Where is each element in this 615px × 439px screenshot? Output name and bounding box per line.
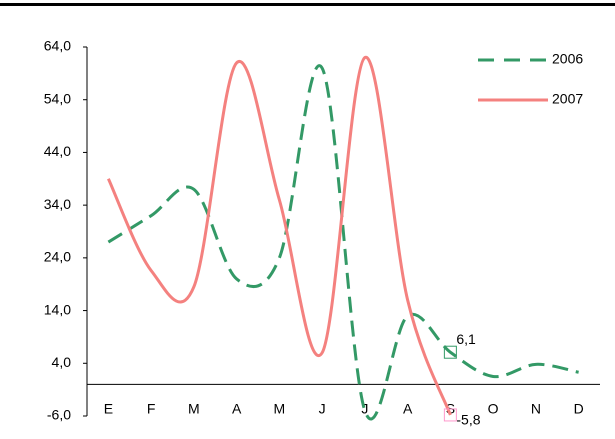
top-rule [0, 3, 615, 6]
series-line [107, 64, 579, 421]
y-tick-label: 44,0 [44, 143, 71, 159]
series-line [107, 56, 452, 416]
x-tick-label: F [147, 401, 156, 417]
x-tick-label: J [319, 401, 326, 417]
x-tick-label: M [274, 401, 286, 417]
x-tick-label: D [574, 401, 584, 417]
legend-label: 2007 [552, 91, 583, 107]
point-marker [443, 345, 457, 359]
x-tick-label: N [531, 401, 541, 417]
legend-label: 2006 [552, 51, 583, 67]
x-tick-label: A [403, 401, 413, 417]
y-tick-label: 24,0 [44, 249, 71, 265]
y-tick-label: 54,0 [44, 90, 71, 106]
y-tick-label: 34,0 [44, 196, 71, 212]
data-label: -5,8 [456, 412, 480, 428]
y-tick-label: -6,0 [47, 407, 71, 423]
x-tick-label: O [488, 401, 499, 417]
data-label: 6,1 [456, 331, 476, 347]
y-tick-label: 14,0 [44, 301, 71, 317]
y-tick-label: 4,0 [52, 354, 72, 370]
x-tick-label: J [361, 401, 368, 417]
y-tick-label: 64,0 [44, 38, 71, 54]
x-tick-label: E [104, 401, 113, 417]
point-marker [443, 408, 457, 422]
x-tick-label: M [188, 401, 200, 417]
x-tick-label: A [232, 401, 242, 417]
